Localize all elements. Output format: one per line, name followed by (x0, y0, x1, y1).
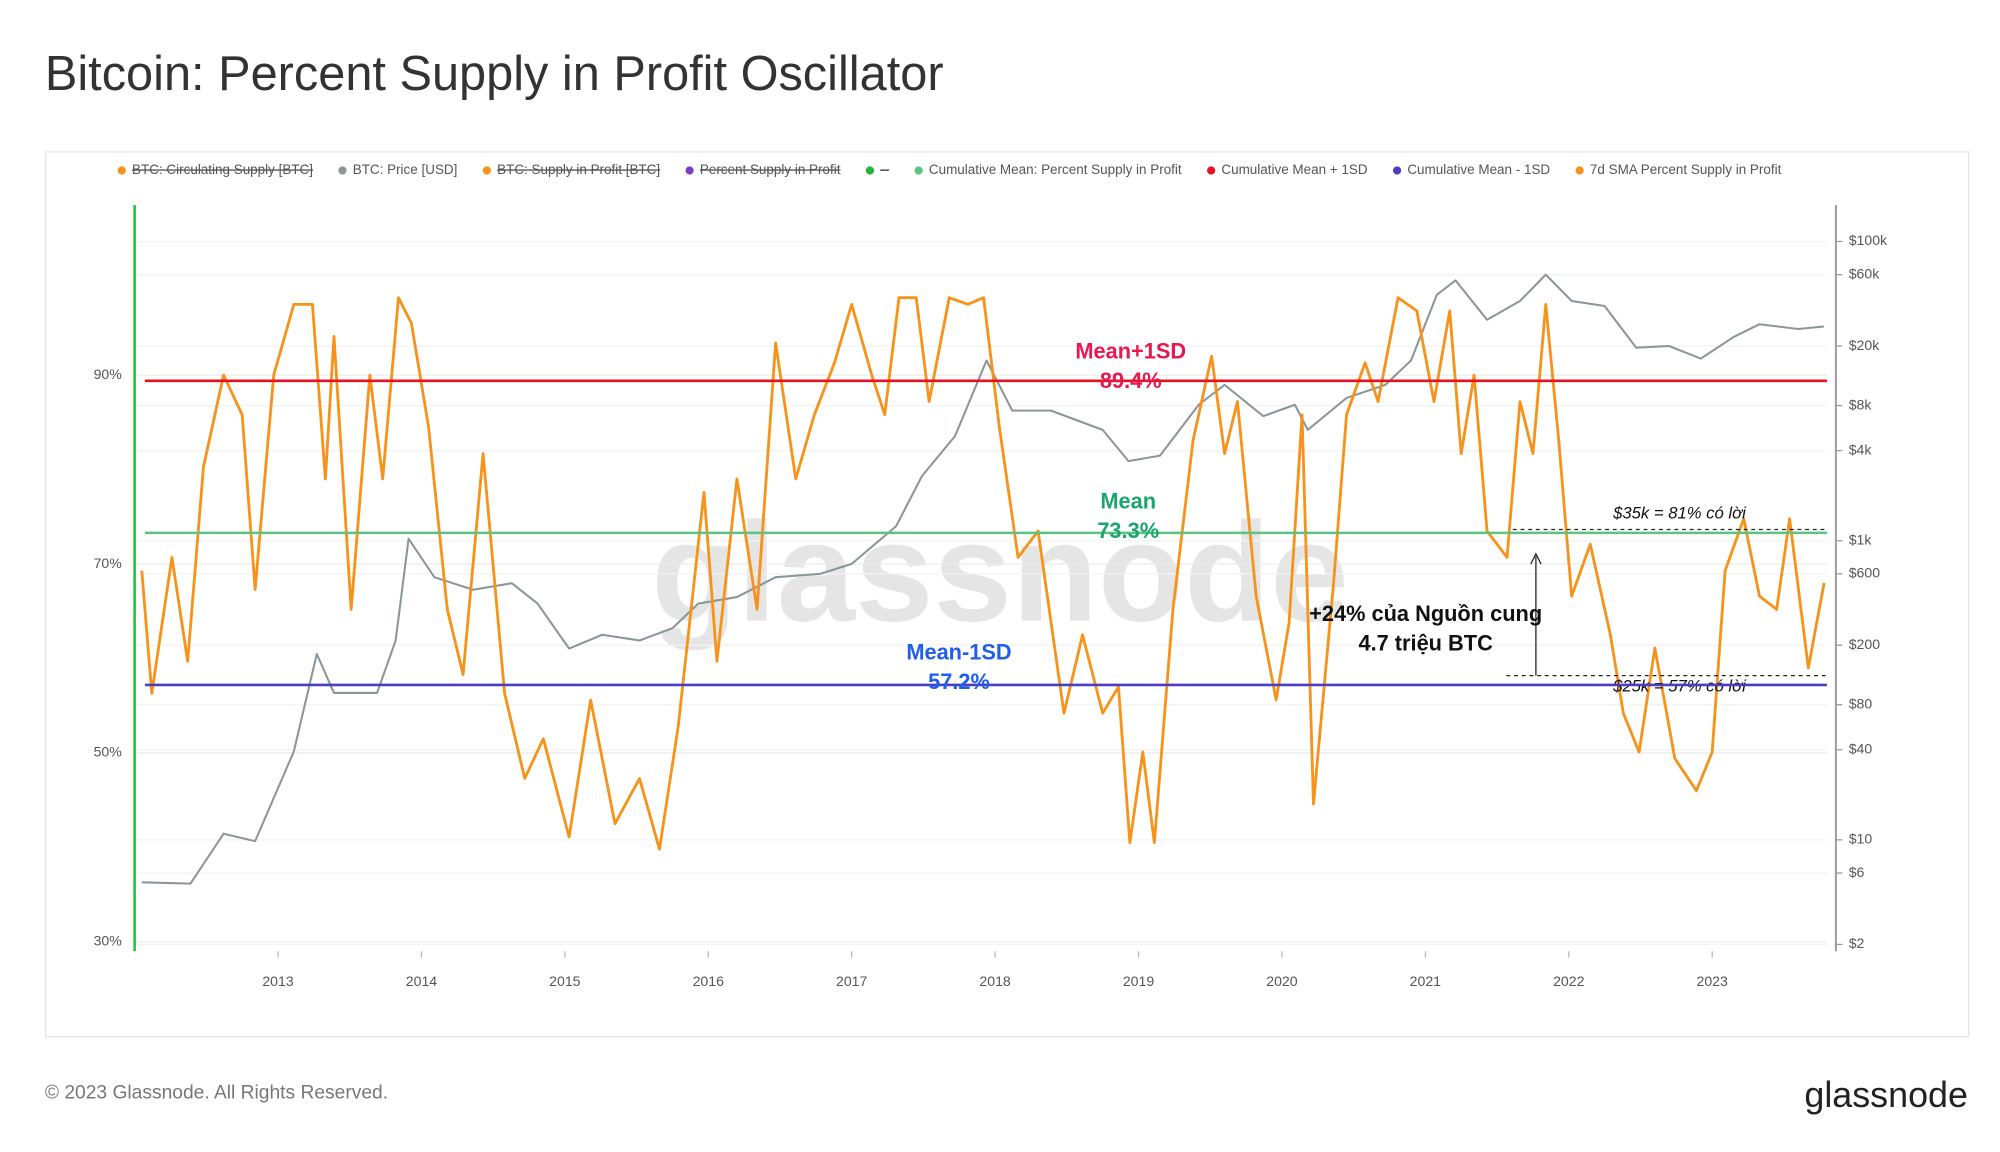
legend-label: BTC: Circulating Supply [BTC] (132, 162, 313, 177)
gap-note: 4.7 triệu BTC (1358, 631, 1493, 656)
x-tick-label: 2017 (836, 973, 868, 989)
legend-dot (685, 166, 694, 175)
legend-label: Percent Supply in Profit (700, 162, 841, 177)
copyright: © 2023 Glassnode. All Rights Reserved. (45, 1083, 388, 1104)
legend-dot (338, 166, 347, 175)
y-tick-label: 50% (94, 744, 123, 760)
x-tick-label: 2014 (406, 973, 438, 989)
y2-tick-label: $1k (1849, 531, 1873, 547)
y2-tick-label: $6 (1849, 864, 1865, 880)
y2-tick-label: $40 (1849, 741, 1873, 757)
reference-label: Mean (1100, 488, 1156, 513)
legend-label: Cumulative Mean: Percent Supply in Profi… (929, 162, 1182, 177)
plot (140, 273, 1826, 885)
y2-tick-label: $8k (1849, 396, 1873, 412)
x-tick-label: 2020 (1266, 973, 1298, 989)
legend-dot (117, 166, 126, 175)
legend-label: 7d SMA Percent Supply in Profit (1590, 162, 1782, 177)
y2-tick-label: $4k (1849, 441, 1873, 457)
y-tick-label: 30% (94, 933, 123, 949)
x-tick-label: 2019 (1123, 973, 1155, 989)
legend-dot (1207, 166, 1216, 175)
legend-dot (865, 166, 875, 175)
y-tick-label: 70% (94, 555, 123, 571)
x-tick-label: 2023 (1697, 973, 1729, 989)
legend-label: Cumulative Mean - 1SD (1407, 162, 1550, 177)
x-tick-label: 2013 (262, 973, 294, 989)
upper-note: $35k = 81% có lời (1612, 504, 1747, 523)
x-tick-label: 2018 (979, 973, 1011, 989)
y2-tick-label: $2 (1849, 935, 1865, 951)
x-tick-label: 2015 (549, 973, 581, 989)
y2-tick-label: $60k (1849, 265, 1881, 281)
y2-tick-label: $10 (1849, 831, 1873, 847)
x-tick-label: 2016 (693, 973, 725, 989)
y-tick-label: 90% (94, 366, 123, 382)
x-tick-label: 2021 (1410, 973, 1442, 989)
legend-label: BTC: Supply in Profit [BTC] (497, 162, 660, 177)
reference-value-label: 57.2% (928, 669, 990, 694)
legend-label: -- (880, 162, 889, 177)
y2-tick-label: $80 (1849, 695, 1873, 711)
legend-dot (482, 166, 491, 175)
panel (44, 151, 1970, 1038)
legend-dot (1575, 166, 1584, 175)
logo: glassnode (1804, 1075, 1968, 1115)
x-tick-label: 2022 (1553, 973, 1585, 989)
reference-value-label: 89.4% (1100, 368, 1162, 393)
sma-line (140, 296, 1826, 851)
legend-label: Cumulative Mean + 1SD (1221, 162, 1367, 177)
chart-title: Bitcoin: Percent Supply in Profit Oscill… (45, 47, 944, 101)
legend-label: BTC: Price [USD] (353, 162, 458, 177)
y2-tick-label: $600 (1849, 565, 1881, 581)
gap-note: +24% của Nguồn cung (1309, 601, 1542, 626)
price-line (141, 273, 1825, 885)
reference-value-label: 73.3% (1097, 518, 1159, 543)
y2-tick-label: $100k (1849, 232, 1888, 248)
legend-dot (914, 166, 923, 175)
reference-label: Mean+1SD (1075, 338, 1186, 363)
y2-tick-label: $20k (1849, 337, 1881, 353)
reference-label: Mean-1SD (906, 640, 1011, 665)
gap-arrow-head (1530, 552, 1542, 565)
watermark: glassnode (651, 493, 1348, 651)
legend-dot (1392, 166, 1402, 175)
y2-tick-label: $200 (1849, 636, 1881, 652)
grid (134, 240, 1827, 946)
